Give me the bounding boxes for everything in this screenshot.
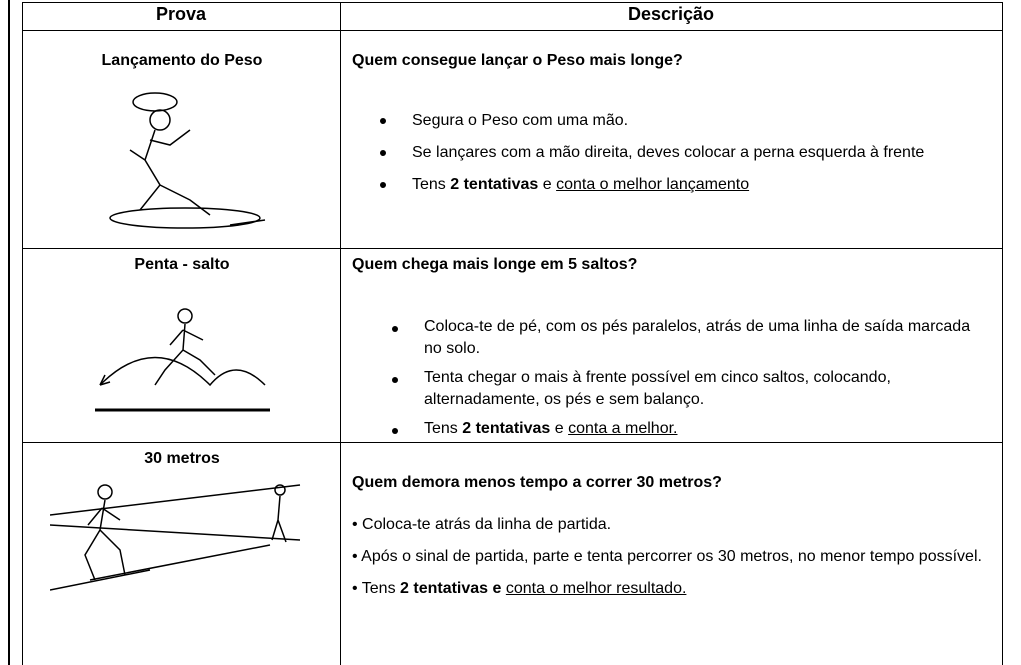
question: Quem demora menos tempo a correr 30 metr… bbox=[352, 474, 722, 491]
text-run: e bbox=[538, 176, 557, 193]
bullet-list: Segura o Peso com uma mão. Se lançares co… bbox=[380, 108, 940, 204]
border bbox=[340, 2, 341, 665]
border bbox=[22, 2, 23, 665]
text-run: Tens bbox=[412, 176, 451, 193]
text-run: 2 tentativas bbox=[450, 176, 539, 193]
text-run: Tens bbox=[361, 580, 401, 597]
bullet: Segura o Peso com uma mão. bbox=[380, 108, 940, 133]
text-run: e bbox=[550, 420, 569, 437]
text-run: Coloca-te de pé, com os pés paralelos, a… bbox=[424, 318, 971, 357]
text-run: 2 tentativas e bbox=[400, 580, 502, 597]
event-name: Lançamento do Peso bbox=[101, 52, 263, 69]
bullet: Tens 2 tentativas e conta o melhor resul… bbox=[352, 576, 992, 601]
border bbox=[22, 2, 1002, 3]
border bbox=[22, 248, 1002, 249]
text-run: Após o sinal de partida, parte e tenta p… bbox=[361, 548, 982, 565]
event-name: 30 metros bbox=[144, 450, 220, 467]
sprint-illustration bbox=[50, 484, 301, 591]
bullet: Tens 2 tentativas e conta a melhor. bbox=[392, 418, 992, 440]
text-run: Tens bbox=[424, 420, 463, 437]
text-run: conta o melhor lançamento bbox=[556, 176, 750, 193]
bullet: Coloca-te atrás da linha de partida. bbox=[352, 512, 992, 537]
text-run: conta o melhor resultado. bbox=[505, 580, 687, 597]
border bbox=[1002, 2, 1003, 665]
text-run: Se lançares com a mão direita, deves col… bbox=[412, 144, 925, 161]
text-run: Coloca-te atrás da linha de partida. bbox=[362, 516, 612, 533]
header-cell: Prova bbox=[155, 4, 207, 24]
bullet: Se lançares com a mão direita, deves col… bbox=[380, 140, 940, 165]
text-run: Tenta chegar o mais à frente possível em… bbox=[424, 369, 891, 408]
bullet: Após o sinal de partida, parte e tenta p… bbox=[352, 544, 992, 569]
margin-line bbox=[8, 0, 10, 665]
text-run: 2 tentativas bbox=[462, 420, 551, 437]
jump-illustration bbox=[95, 308, 270, 412]
text-run: Segura o Peso com uma mão. bbox=[412, 112, 629, 129]
header-cell: Descrição bbox=[627, 4, 715, 24]
border bbox=[22, 30, 1002, 31]
event-name: Penta - salto bbox=[134, 256, 230, 273]
question: Quem consegue lançar o Peso mais longe? bbox=[352, 52, 683, 69]
bullet: Tenta chegar o mais à frente possível em… bbox=[392, 367, 992, 411]
shot-put-illustration bbox=[109, 92, 266, 229]
question: Quem chega mais longe em 5 saltos? bbox=[352, 256, 638, 273]
text-run: conta a melhor. bbox=[568, 420, 678, 437]
bullet: Coloca-te de pé, com os pés paralelos, a… bbox=[392, 316, 992, 360]
bullet-list: Coloca-te de pé, com os pés paralelos, a… bbox=[392, 316, 992, 447]
bullet: Tens 2 tentativas e conta o melhor lança… bbox=[380, 172, 940, 197]
bullet-list: Coloca-te atrás da linha de partida. Após… bbox=[352, 512, 992, 608]
border bbox=[22, 442, 1002, 443]
